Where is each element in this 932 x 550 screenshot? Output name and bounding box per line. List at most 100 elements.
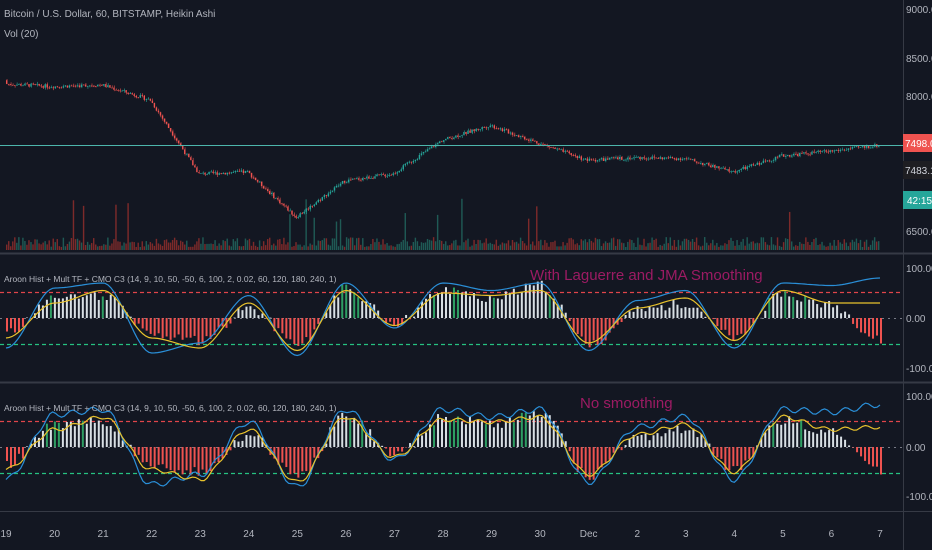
histogram-bar	[205, 318, 208, 337]
candle-body	[402, 165, 404, 170]
candle-body	[440, 141, 443, 143]
histogram-bar	[472, 420, 475, 447]
histogram-bar	[49, 429, 52, 447]
histogram-bar	[85, 295, 88, 318]
histogram-bar	[784, 423, 787, 447]
time-axis-label: 6	[829, 529, 835, 540]
histogram-bar	[652, 307, 655, 318]
time-axis-label: 22	[146, 529, 158, 540]
volume-bar	[109, 245, 111, 250]
candle-body	[677, 158, 680, 161]
volume-bar	[202, 237, 204, 250]
histogram-bar	[712, 447, 715, 455]
candle-body	[155, 107, 158, 111]
volume-bar	[447, 245, 449, 250]
histogram-bar	[141, 447, 144, 463]
histogram-bar	[57, 298, 60, 318]
candle-body	[558, 148, 560, 150]
volume-bar	[299, 244, 301, 250]
candle-body	[667, 157, 669, 159]
volume-bar	[351, 237, 354, 250]
volume-bar	[135, 246, 137, 250]
candle-body	[566, 150, 568, 152]
candle-body	[829, 150, 831, 153]
histogram-bar	[524, 283, 527, 318]
indicator-annotation: No smoothing	[580, 395, 673, 412]
candle-body	[297, 217, 299, 218]
candle-body	[788, 155, 791, 157]
candle-body	[412, 160, 415, 163]
indicator-panel-unsmoothed[interactable]: Aroon Hist + Mult TF + CMO C3 (14, 9, 10…	[0, 392, 932, 503]
volume-bar	[38, 243, 40, 250]
indicator-panel-smoothed[interactable]: Aroon Hist + Mult TF + CMO C3 (14, 9, 10…	[0, 264, 932, 375]
histogram-bar	[397, 318, 400, 327]
volume-bar	[495, 239, 498, 250]
volume-bars	[6, 198, 880, 250]
histogram-bar	[317, 447, 320, 459]
indicator-axis-label: -100.00	[906, 364, 932, 375]
candle-body	[319, 199, 322, 201]
volume-bar	[542, 245, 544, 250]
histogram-bar	[660, 436, 663, 447]
histogram-bar	[29, 443, 32, 447]
histogram-bar	[97, 420, 100, 447]
indicator-axis-label: 0.00	[906, 314, 926, 325]
candle-body	[710, 165, 712, 168]
candle-body	[74, 85, 77, 87]
candle-body	[786, 155, 789, 156]
time-axis[interactable]: 19 20 21 22 23 24 25 26 27 28 29 30 Dec 2 3 4 5 6 7	[0, 529, 883, 540]
volume-bar	[293, 246, 295, 250]
price-panel[interactable]: Bitcoin / U.S. Dollar, 60, BITSTAMP, Hei…	[0, 9, 903, 250]
volume-bar	[129, 242, 131, 250]
candle-body	[179, 143, 182, 146]
volume-bar	[511, 239, 514, 250]
candle-body	[475, 128, 477, 132]
volume-bar	[485, 238, 487, 250]
candle-body	[784, 155, 787, 157]
volume-bar	[473, 239, 475, 250]
candle-body	[849, 148, 852, 150]
histogram-bar	[433, 425, 436, 447]
histogram-bar	[832, 428, 835, 447]
volume-bar	[271, 245, 273, 250]
candle-body	[54, 86, 56, 89]
candle-body	[264, 188, 267, 190]
histogram-bar	[824, 301, 827, 318]
candle-body	[572, 154, 574, 156]
candle-body	[426, 149, 429, 152]
candle-body	[28, 84, 30, 87]
volume-bar	[115, 204, 117, 250]
histogram-bar	[341, 284, 344, 318]
volume-bar	[716, 242, 718, 250]
histogram-bar	[804, 429, 807, 447]
volume-bar	[455, 239, 457, 250]
candle-body	[143, 95, 145, 100]
volume-bar	[758, 243, 761, 250]
histogram-bar	[740, 318, 743, 334]
histogram-bar	[285, 447, 288, 468]
histogram-bar	[265, 318, 268, 319]
candle-body	[76, 85, 79, 87]
histogram-bar	[389, 447, 392, 457]
histogram-bar	[860, 318, 863, 333]
volume-bar	[475, 243, 477, 250]
histogram-bar	[441, 292, 444, 318]
histogram-bar	[33, 436, 36, 447]
price-axis[interactable]: 9000.00 8500.00 8000.00 6500.00 7498.00 …	[903, 5, 932, 238]
volume-bar	[631, 240, 633, 250]
histogram-bar	[109, 294, 112, 318]
candle-body	[388, 174, 390, 176]
histogram-bar	[421, 435, 424, 447]
volume-bar	[795, 245, 797, 250]
histogram-bar	[688, 430, 691, 447]
volume-bar	[604, 241, 607, 250]
histogram-bar	[548, 295, 551, 318]
volume-bar	[22, 237, 24, 250]
histogram-bar	[117, 301, 120, 318]
candle-body	[683, 158, 686, 160]
volume-bar	[175, 240, 178, 250]
candle-body	[315, 202, 317, 205]
volume-bar	[167, 242, 170, 250]
histogram-bar	[776, 292, 779, 318]
